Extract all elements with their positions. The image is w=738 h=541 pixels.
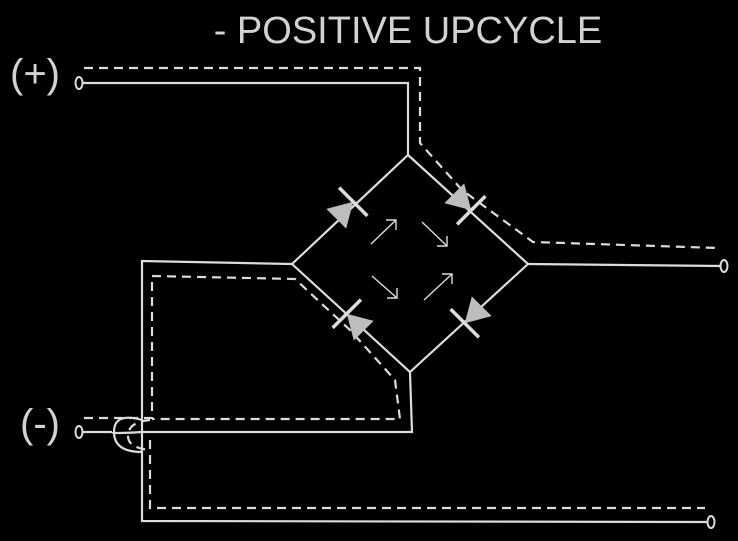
output-bottom-node [706,515,716,529]
current-arrow-upper-left [370,219,397,245]
diode-bottom-right [449,296,492,339]
positive-current-path [84,66,719,250]
return-current-path [84,274,402,421]
current-arrow-lower-left [371,275,398,299]
positive-terminal-node [74,76,84,90]
output-wire [527,262,723,268]
current-arrow-upper-right [421,221,448,247]
output-top-node [719,259,729,273]
diode-bottom-left [331,298,374,341]
crossover-dash [126,418,151,452]
diode-top-right [444,183,487,226]
diode-top-left [326,186,369,229]
negative-terminal-label: (-) [20,402,60,446]
crossover-loop [112,416,143,454]
current-arrow-lower-right [423,273,453,301]
positive-input-wire [80,81,410,155]
positive-terminal-label: (+) [10,52,60,96]
lower-node-wire [110,371,414,435]
bottom-current-path [148,440,705,510]
diagram-title: - POSITIVE UPCYCLE [213,10,603,52]
left-node-wire [140,259,711,524]
bridge-diamond [290,153,530,374]
negative-terminal-node [74,425,84,439]
